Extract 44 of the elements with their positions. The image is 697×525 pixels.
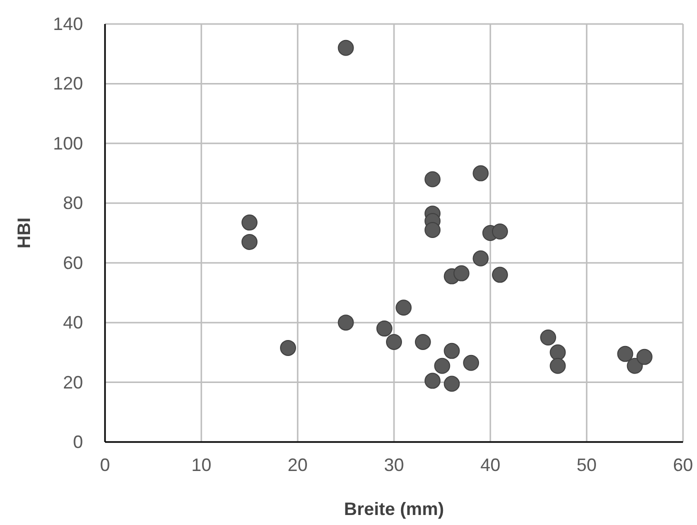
y-tick-label: 80	[62, 193, 83, 214]
point	[472, 250, 489, 266]
point	[453, 265, 470, 282]
point	[636, 348, 652, 365]
y-axis-title: HBI	[14, 218, 34, 248]
point	[338, 40, 354, 56]
point	[242, 234, 258, 250]
y-tick-label: 100	[52, 133, 83, 154]
point	[463, 354, 480, 371]
point	[242, 214, 258, 231]
y-tick-label: 140	[52, 14, 83, 34]
y-tick-label: 60	[62, 252, 83, 273]
point	[444, 342, 460, 359]
point	[424, 372, 441, 389]
point	[424, 171, 441, 188]
point	[540, 330, 556, 346]
y-tick-label: 40	[62, 312, 83, 333]
x-tick-label: 50	[576, 455, 597, 475]
point	[280, 340, 296, 356]
point	[550, 344, 566, 360]
x-tick-label: 20	[288, 455, 308, 475]
x-tick-label: 0	[100, 455, 110, 475]
x-tick-label: 40	[480, 455, 500, 475]
x-tick-label: 60	[672, 455, 694, 475]
y-tick-label: 20	[62, 372, 83, 392]
y-tick-label: 120	[52, 74, 83, 94]
y-tick-label: 0	[72, 432, 83, 452]
point	[444, 376, 460, 392]
point	[626, 358, 643, 374]
point	[376, 320, 392, 337]
point	[550, 358, 566, 374]
point	[424, 222, 441, 238]
point	[414, 334, 431, 350]
point	[472, 165, 489, 182]
x-tick-label: 10	[191, 455, 212, 475]
point	[396, 300, 412, 316]
point	[492, 224, 508, 240]
point	[386, 334, 402, 350]
point	[434, 358, 450, 374]
x-tick-label: 30	[384, 455, 404, 475]
x-axis-title: Breite (mm)	[344, 499, 444, 519]
point	[492, 266, 508, 283]
point	[338, 314, 354, 331]
point	[617, 346, 634, 362]
